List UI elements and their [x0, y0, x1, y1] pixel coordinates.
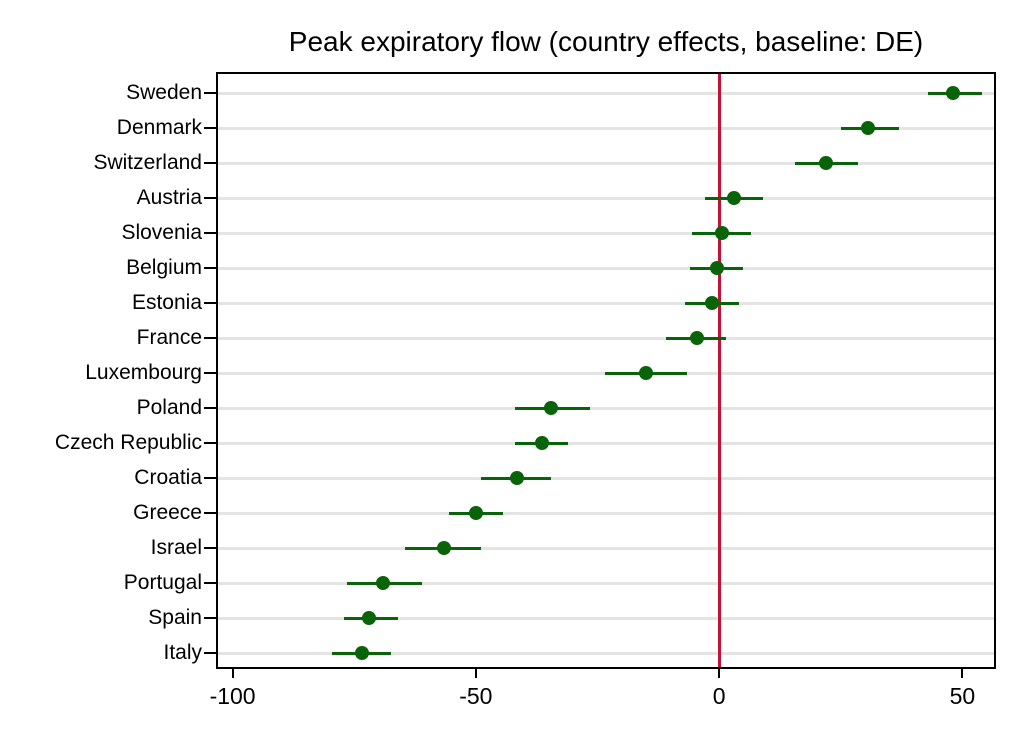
- y-axis-tick: [204, 442, 216, 444]
- country-label: Austria: [136, 186, 202, 209]
- y-axis-tick: [204, 407, 216, 409]
- y-axis-tick: [204, 582, 216, 584]
- gridline: [218, 336, 994, 340]
- country-label: Belgium: [126, 256, 202, 279]
- plot-area: [216, 72, 996, 669]
- y-axis-tick: [204, 232, 216, 234]
- y-axis-tick: [204, 512, 216, 514]
- y-axis-tick: [204, 302, 216, 304]
- x-axis-tick-label: 0: [712, 683, 726, 709]
- point-estimate-marker: [361, 611, 376, 625]
- point-estimate-marker: [354, 646, 369, 660]
- country-label: France: [136, 326, 202, 349]
- y-axis-tick: [204, 197, 216, 199]
- gridline: [218, 231, 994, 235]
- y-axis-tick: [204, 617, 216, 619]
- x-axis-tick: [961, 669, 964, 678]
- point-estimate-marker: [726, 191, 741, 205]
- baseline-reference-line: [717, 74, 721, 667]
- country-label: Sweden: [126, 81, 202, 104]
- gridline: [218, 91, 994, 95]
- y-axis-tick: [204, 652, 216, 654]
- gridline: [218, 266, 994, 270]
- y-axis-tick: [204, 267, 216, 269]
- gridline: [218, 441, 994, 445]
- country-label: Portugal: [123, 571, 202, 594]
- x-axis-tick-label: -50: [459, 683, 493, 709]
- point-estimate-marker: [544, 401, 559, 415]
- country-label: Israel: [150, 536, 202, 559]
- point-estimate-marker: [690, 331, 705, 345]
- country-label: Spain: [148, 606, 202, 629]
- gridline: [218, 511, 994, 515]
- country-label: Croatia: [134, 466, 202, 489]
- country-label: Estonia: [131, 291, 202, 314]
- gridline: [218, 581, 994, 585]
- gridline: [218, 196, 994, 200]
- point-estimate-marker: [639, 366, 654, 380]
- gridline: [218, 301, 994, 305]
- point-estimate-marker: [714, 226, 729, 240]
- country-label: Slovenia: [121, 221, 202, 244]
- x-axis-tick: [718, 669, 721, 678]
- country-label: Luxembourg: [85, 361, 202, 384]
- country-label: Greece: [133, 501, 202, 524]
- x-axis-tick: [474, 669, 477, 678]
- y-axis-tick: [204, 92, 216, 94]
- point-estimate-marker: [704, 296, 719, 310]
- y-axis-tick: [204, 372, 216, 374]
- gridline: [218, 616, 994, 620]
- y-axis-tick: [204, 547, 216, 549]
- y-axis-tick: [204, 127, 216, 129]
- chart-title: Peak expiratory flow (country effects, b…: [288, 26, 924, 57]
- point-estimate-marker: [819, 156, 834, 170]
- point-estimate-marker: [534, 436, 549, 450]
- gridline: [218, 161, 994, 165]
- point-estimate-marker: [437, 541, 452, 555]
- gridline: [218, 651, 994, 655]
- point-estimate-marker: [468, 506, 483, 520]
- x-axis-tick-label: 50: [949, 683, 976, 709]
- gridline: [218, 406, 994, 410]
- x-axis-tick-label: -100: [209, 683, 256, 709]
- gridline: [218, 126, 994, 130]
- point-estimate-marker: [945, 86, 960, 100]
- point-estimate-marker: [376, 576, 391, 590]
- country-label: Poland: [136, 396, 202, 419]
- country-label: Italy: [163, 641, 202, 664]
- country-label: Denmark: [116, 116, 202, 139]
- point-estimate-marker: [510, 471, 525, 485]
- gridline: [218, 476, 994, 480]
- country-label: Czech Republic: [54, 431, 202, 454]
- country-label: Switzerland: [93, 151, 202, 174]
- y-axis-tick: [204, 337, 216, 339]
- point-estimate-marker: [709, 261, 724, 275]
- point-estimate-marker: [860, 121, 875, 135]
- gridline: [218, 546, 994, 550]
- y-axis-tick: [204, 477, 216, 479]
- x-axis-tick: [231, 669, 234, 678]
- y-axis-tick: [204, 162, 216, 164]
